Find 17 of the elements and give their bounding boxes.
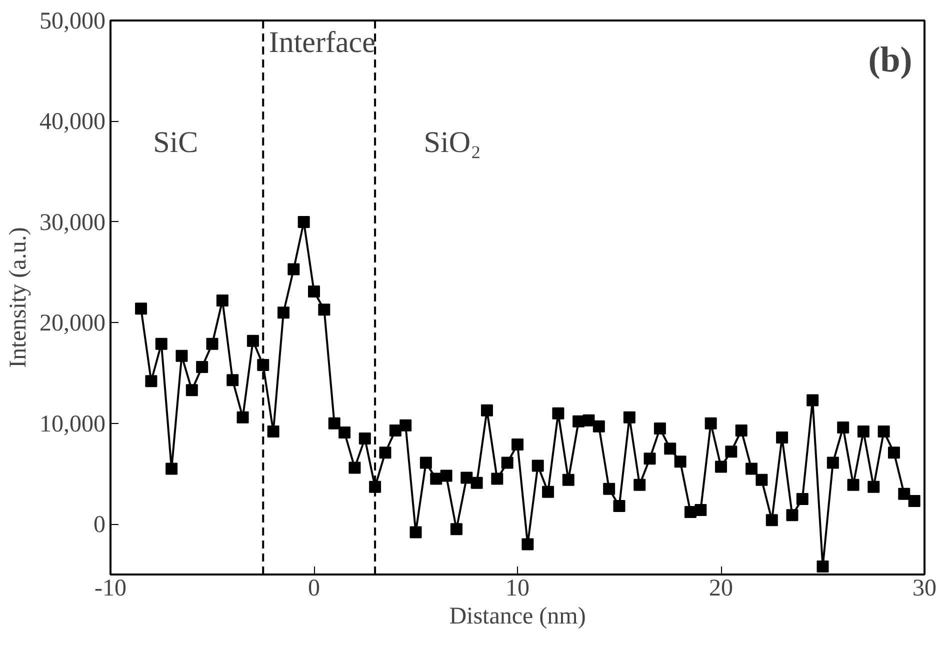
y-axis-title: Intensity (a.u.) [6, 227, 32, 368]
x-tick-label: 20 [709, 576, 733, 602]
y-tick-label: 30,000 [40, 210, 106, 236]
x-tick-label: -10 [94, 576, 127, 602]
x-tick-label: 30 [912, 576, 936, 602]
x-tick-label: 0 [308, 576, 320, 602]
y-tick-label: 0 [94, 512, 106, 538]
y-tick-label: 10,000 [40, 411, 106, 438]
annotation: Interface [268, 26, 376, 60]
x-axis-title: Distance (nm) [449, 604, 586, 630]
y-tick-label: 20,000 [40, 310, 106, 337]
y-tick-label: 40,000 [40, 109, 106, 136]
annotation: (b) [868, 39, 912, 80]
annotation: SiO₂ [424, 126, 481, 159]
annotation: SiC [153, 126, 198, 159]
x-tick-label: 10 [506, 576, 530, 602]
y-tick-label: 50,000 [40, 8, 106, 34]
